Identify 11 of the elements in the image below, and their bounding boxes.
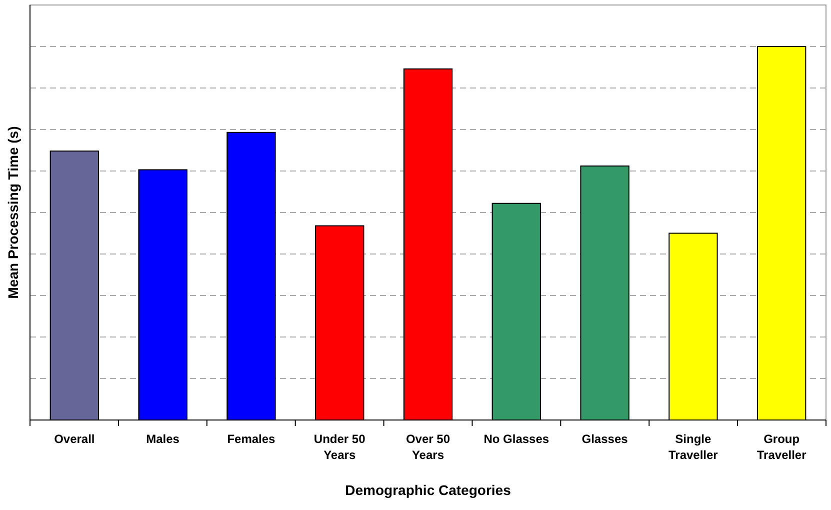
x-tick-label: Males bbox=[146, 432, 180, 446]
x-tick-label: Group Traveller bbox=[756, 432, 807, 462]
x-tick-label: Single Traveller bbox=[668, 432, 718, 462]
x-tick-label: Overall bbox=[54, 432, 95, 446]
x-tick-label: Females bbox=[227, 432, 276, 446]
x-tick-label: Glasses bbox=[582, 432, 628, 446]
y-axis-title: Mean Processing Time (s) bbox=[5, 126, 21, 299]
x-axis-title: Demographic Categories bbox=[345, 482, 512, 498]
x-tick-label: Under 50 Years bbox=[314, 432, 366, 462]
x-tick-label: No Glasses bbox=[484, 432, 550, 446]
x-tick-label: Over 50 Years bbox=[406, 432, 450, 462]
